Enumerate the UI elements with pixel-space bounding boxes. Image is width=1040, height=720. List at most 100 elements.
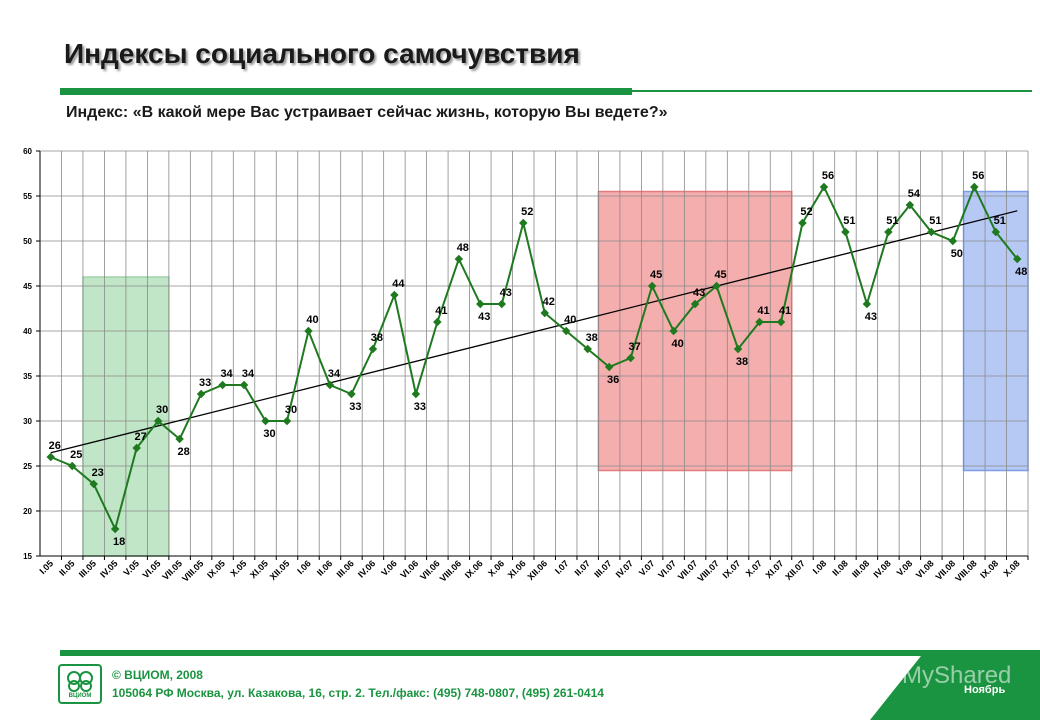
data-point [132,443,141,453]
data-label: 48 [457,242,469,254]
data-label: 51 [843,215,855,227]
data-label: 51 [929,215,941,227]
data-point [755,317,764,327]
month-label: Ноябрь [964,684,1006,696]
data-point [368,344,378,354]
data-label: 43 [865,311,877,323]
x-tick-label: XII.06 [525,558,549,582]
data-point [411,389,421,399]
data-point [841,227,850,237]
x-tick-label: III.07 [592,558,613,579]
data-label: 43 [478,311,490,323]
x-tick-label: II.06 [315,558,334,577]
y-tick-label: 50 [23,237,32,246]
data-point [347,389,356,399]
data-label: 38 [371,332,383,344]
x-tick-label: VI.08 [914,558,936,580]
data-point [540,308,549,318]
data-point [282,416,292,426]
data-point [89,479,98,489]
data-point [690,299,700,309]
data-point [647,281,657,291]
data-label: 51 [886,215,898,227]
x-tick-label: VI.05 [141,558,163,580]
x-tick-label: IV.06 [356,558,377,579]
data-label: 33 [414,401,426,413]
x-tick-label: I.06 [295,558,313,576]
data-label: 30 [285,404,297,416]
data-point [218,380,227,390]
page-title: Индексы социального самочувствия [64,38,580,69]
vciom-logo: ВЦИОМ [58,664,102,704]
data-point [1013,254,1022,264]
x-tick-label: III.06 [335,558,356,579]
x-tick-label: III.08 [850,558,871,579]
watermark: MyShared [902,662,1012,689]
data-point [196,389,206,399]
data-label: 26 [49,440,61,452]
data-point [390,290,399,300]
x-tick-label: IX.07 [721,558,743,580]
data-label: 44 [392,278,405,290]
y-tick-label: 60 [23,147,32,156]
x-tick-label: VIII.08 [953,558,978,583]
data-label: 43 [500,287,512,299]
data-label: 41 [779,305,791,317]
data-point [261,416,270,426]
x-tick-label: XI.06 [506,558,528,580]
data-label: 30 [263,428,275,440]
data-point [626,353,635,363]
data-point [239,380,249,390]
data-point [519,218,528,228]
y-tick-label: 25 [23,462,32,471]
data-point [476,299,485,309]
y-tick-label: 30 [23,417,32,426]
series-line [50,184,1019,532]
x-tick-label: I.07 [553,558,571,576]
chart-grid [39,150,1029,557]
data-label: 45 [650,269,662,281]
data-label: 41 [757,305,769,317]
x-tick-label: V.05 [121,558,141,578]
x-tick-label: X.05 [228,558,248,578]
x-tick-label: III.05 [77,558,98,579]
address-text: 105064 РФ Москва, ул. Казакова, 16, стр.… [112,686,604,700]
x-tick-label: V.08 [895,558,915,578]
title-underline [60,88,632,95]
chart-subtitle: Индекс: «В какой мере Вас устраивает сей… [66,104,668,121]
data-label: 34 [242,368,255,380]
data-label: 54 [908,188,921,200]
x-tick-label: VI.06 [398,558,420,580]
data-point [798,218,807,228]
x-tick-label: X.06 [486,558,506,578]
data-label: 27 [135,431,147,443]
data-label: 52 [521,206,533,218]
data-label: 43 [693,287,705,299]
y-tick-label: 45 [23,282,32,291]
data-label: 38 [586,332,598,344]
data-label: 23 [92,467,104,479]
data-point [433,317,442,327]
data-label: 33 [349,401,361,413]
data-point [454,254,464,264]
x-tick-label: V.07 [637,558,657,578]
data-point [862,299,872,309]
y-tick-label: 55 [23,192,32,201]
data-point [733,344,743,354]
data-label: 51 [994,215,1006,227]
data-point [497,299,507,309]
x-tick-label: VIII.05 [180,558,205,583]
data-point [561,326,571,336]
data-label: 52 [800,206,812,218]
x-tick-label: VI.07 [656,558,678,580]
y-tick-label: 20 [23,507,32,516]
logo-text: ВЦИОМ [68,692,92,699]
data-point [776,317,786,327]
x-tick-label: IV.07 [614,558,635,579]
x-tick-label: IV.08 [871,558,892,579]
x-tick-label: VIII.06 [438,558,463,583]
footer-rule-thin [60,652,445,654]
x-tick-label: IV.05 [98,558,119,579]
data-label: 38 [736,356,748,368]
data-label: 42 [543,296,555,308]
